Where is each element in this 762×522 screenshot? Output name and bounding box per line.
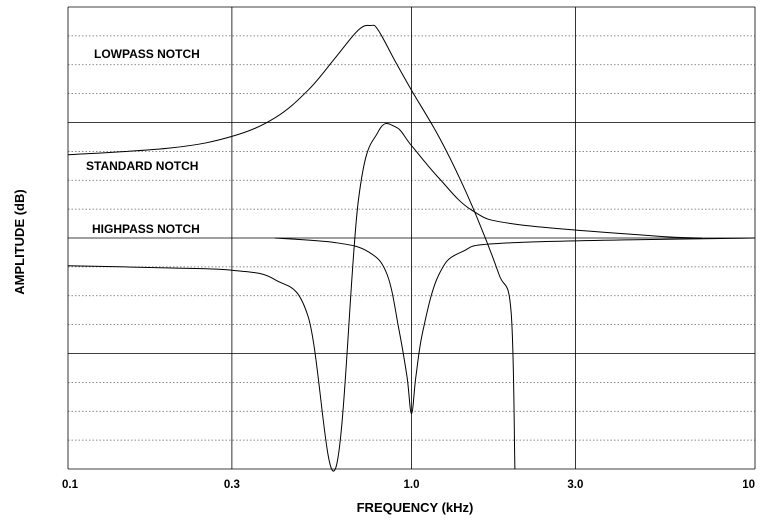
lowpass-notch-curve [67,24,516,470]
y-axis-label: AMPLITUDE (dB) [12,189,27,294]
series-labels: LOWPASS NOTCH STANDARD NOTCH HIGHPASS NOTC… [86,47,200,236]
x-tick-labels: 0.1 0.3 1.0 3.0 10 [62,479,755,491]
standard-notch-label: STANDARD NOTCH [86,159,198,173]
x-tick-label: 1.0 [404,479,420,491]
standard-notch-curve [274,237,756,415]
x-tick-label: 0.1 [62,479,79,491]
lowpass-notch-label: LOWPASS NOTCH [94,47,200,61]
curves [67,24,756,472]
x-tick-label: 0.3 [224,479,240,491]
highpass-notch-curve [67,122,702,472]
x-tick-label: 3.0 [567,479,583,491]
x-axis-label: FREQUENCY (kHz) [357,500,474,515]
grid [67,6,756,470]
x-tick-label: 10 [742,479,755,491]
highpass-notch-label: HIGHPASS NOTCH [92,222,200,236]
